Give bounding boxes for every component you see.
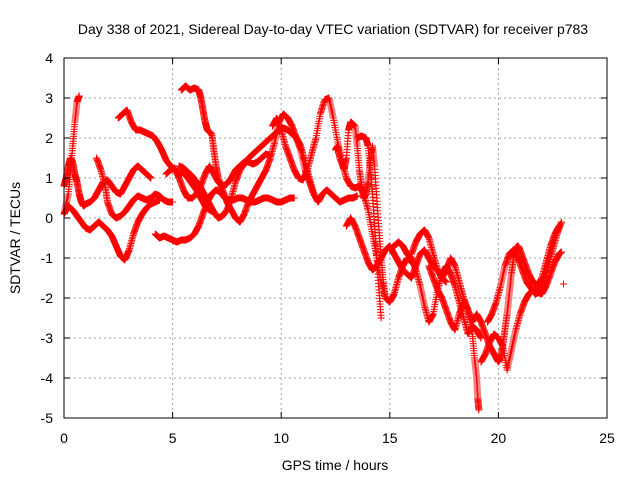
y-tick-label: -3 [41, 330, 54, 346]
y-tick-label: -4 [41, 370, 54, 386]
y-tick-label: -5 [41, 410, 54, 426]
y-axis-label: SDTVAR / TECUs [7, 182, 23, 294]
x-tick-label: 20 [491, 430, 507, 446]
data-point [290, 194, 298, 202]
series-arc-4 [93, 154, 177, 222]
x-tick-label: 25 [599, 430, 615, 446]
series-arc-5 [114, 106, 218, 216]
chart-title: Day 338 of 2021, Sidereal Day-to-day VTE… [78, 21, 588, 37]
x-tick-label: 10 [273, 430, 289, 446]
y-tick-label: 1 [45, 170, 53, 186]
y-tick-label: -1 [41, 250, 54, 266]
x-axis-label: GPS time / hours [282, 457, 389, 473]
y-tick-label: 4 [45, 50, 53, 66]
series-arc-8 [177, 82, 361, 226]
data-point [75, 92, 83, 100]
data-point [169, 198, 177, 206]
grid [64, 58, 607, 418]
x-tick-label: 0 [60, 430, 68, 446]
x-tick-label: 15 [382, 430, 398, 446]
y-tick-label: 3 [45, 90, 53, 106]
data-point [147, 174, 155, 182]
series-arc-3 [60, 92, 83, 218]
y-tick-label: 0 [45, 210, 53, 226]
y-tick-label: 2 [45, 130, 53, 146]
x-tick-label: 5 [169, 430, 177, 446]
y-tick-label: -2 [41, 290, 54, 306]
data-points [60, 82, 568, 414]
series-arc-1 [60, 154, 155, 210]
